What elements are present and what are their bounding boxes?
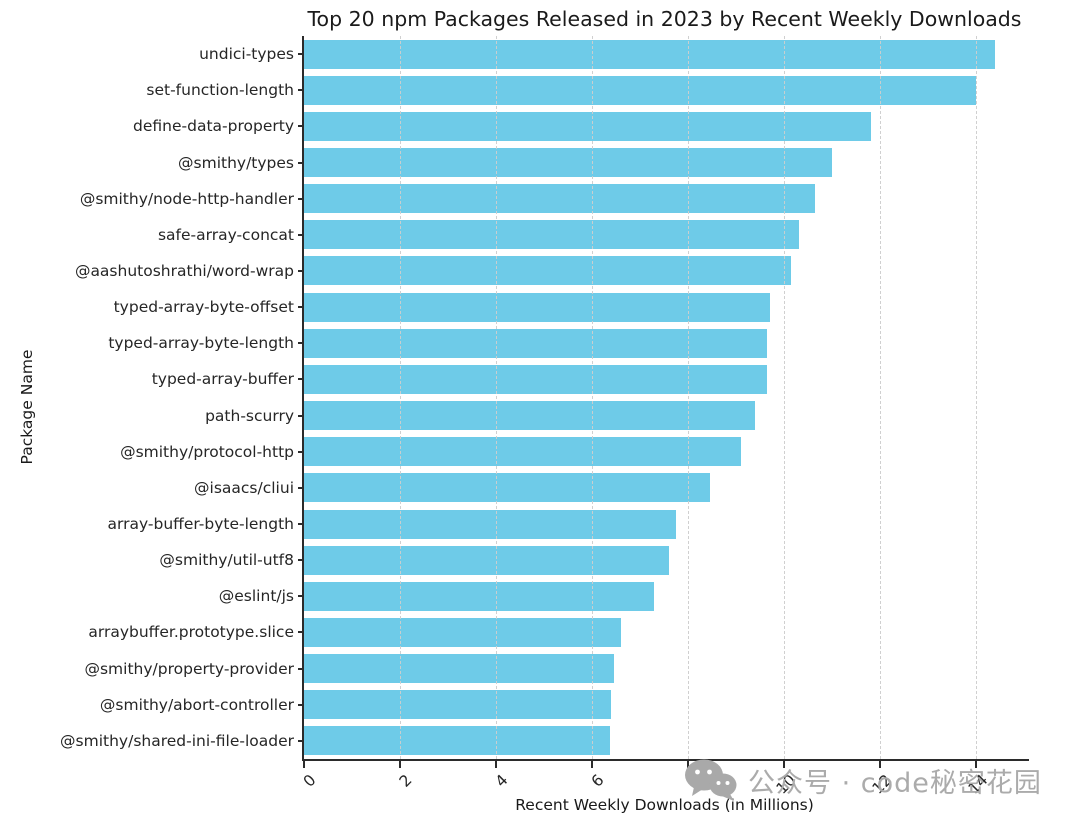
watermark-text: 公众号 · code秘密花园 bbox=[748, 767, 1042, 799]
xtick-label-4: 4 bbox=[492, 771, 512, 791]
xtick-mark-8 bbox=[687, 761, 690, 768]
xtick-mark-12 bbox=[879, 761, 882, 768]
ytick-mark bbox=[298, 125, 304, 128]
xtick-mark-2 bbox=[399, 761, 402, 768]
xtick-label-6: 6 bbox=[588, 771, 608, 791]
bar-undici-types bbox=[304, 39, 996, 69]
ytick-label-@smithy/property-provider: @smithy/property-provider bbox=[84, 659, 294, 678]
xtick-mark-14 bbox=[975, 761, 978, 768]
bar-@smithy/property-provider bbox=[304, 654, 614, 684]
bar-@smithy/types bbox=[304, 148, 833, 178]
ytick-label-@aashutoshrathi/word-wrap: @aashutoshrathi/word-wrap bbox=[74, 261, 294, 280]
xtick-label-2: 2 bbox=[396, 771, 416, 791]
ytick-mark bbox=[298, 450, 304, 453]
ytick-label-array-buffer-byte-length: array-buffer-byte-length bbox=[107, 515, 294, 534]
ytick-mark bbox=[298, 523, 304, 526]
ytick-label-undici-types: undici-types bbox=[199, 45, 294, 64]
ytick-mark bbox=[298, 595, 304, 598]
ytick-mark bbox=[298, 486, 304, 489]
ytick-label-typed-array-buffer: typed-array-buffer bbox=[151, 370, 294, 389]
bar-@aashutoshrathi/word-wrap bbox=[304, 256, 792, 286]
watermark: 公众号 · code秘密花园 bbox=[684, 758, 1042, 802]
xtick-mark-0 bbox=[303, 761, 305, 768]
ytick-label-@smithy/shared-ini-file-loader: @smithy/shared-ini-file-loader bbox=[60, 731, 294, 750]
ytick-mark bbox=[298, 161, 304, 164]
chart-title: Top 20 npm Packages Released in 2023 by … bbox=[307, 7, 1022, 31]
ytick-mark bbox=[298, 89, 304, 92]
y-axis-label: Package Name bbox=[18, 350, 36, 465]
bar-set-function-length bbox=[304, 75, 977, 105]
ytick-mark bbox=[298, 739, 304, 742]
bar-@smithy/shared-ini-file-loader bbox=[304, 726, 611, 756]
ytick-mark bbox=[298, 342, 304, 345]
gridline-x-6 bbox=[592, 36, 594, 759]
bar-typed-array-byte-offset bbox=[304, 292, 770, 322]
ytick-label-typed-array-byte-length: typed-array-byte-length bbox=[108, 334, 294, 353]
ytick-mark bbox=[298, 667, 304, 670]
x-axis-label: Recent Weekly Downloads (in Millions) bbox=[515, 796, 814, 814]
ytick-mark bbox=[298, 269, 304, 272]
ytick-mark bbox=[298, 53, 304, 56]
ytick-label-path-scurry: path-scurry bbox=[205, 406, 294, 425]
gridline-x-10 bbox=[784, 36, 786, 759]
ytick-label-@eslint/js: @eslint/js bbox=[218, 587, 294, 606]
ytick-mark bbox=[298, 233, 304, 236]
plot-area: undici-types set-function-length define-da… bbox=[60, 36, 1029, 798]
gridline-x-8 bbox=[688, 36, 690, 759]
bar-@smithy/util-utf8 bbox=[304, 545, 669, 575]
gridline-x-14 bbox=[976, 36, 978, 759]
bar-typed-array-byte-length bbox=[304, 328, 768, 358]
xtick-mark-6 bbox=[591, 761, 594, 768]
ytick-label-define-data-property: define-data-property bbox=[133, 117, 294, 136]
bar-@smithy/abort-controller bbox=[304, 690, 612, 720]
ytick-label-@smithy/types: @smithy/types bbox=[178, 153, 294, 172]
bar-define-data-property bbox=[304, 111, 871, 141]
ytick-label-safe-array-concat: safe-array-concat bbox=[157, 225, 294, 244]
xtick-label-0: 0 bbox=[300, 771, 320, 791]
gridline-x-2 bbox=[400, 36, 402, 759]
xtick-mark-4 bbox=[495, 761, 498, 768]
bar-@smithy/protocol-http bbox=[304, 437, 741, 467]
ytick-label-@isaacs/cliui: @isaacs/cliui bbox=[194, 478, 294, 497]
ytick-mark bbox=[298, 703, 304, 706]
ytick-label-arraybuffer.prototype.slice: arraybuffer.prototype.slice bbox=[88, 623, 294, 642]
bar-@smithy/node-http-handler bbox=[304, 184, 816, 214]
ytick-mark bbox=[298, 559, 304, 562]
bar-@isaacs/cliui bbox=[304, 473, 710, 503]
ytick-label-@smithy/node-http-handler: @smithy/node-http-handler bbox=[79, 189, 294, 208]
ytick-mark bbox=[298, 306, 304, 309]
y-axis-label-text: Package Name bbox=[18, 349, 36, 465]
ytick-mark bbox=[298, 197, 304, 200]
xtick-mark-10 bbox=[783, 761, 786, 768]
wechat-icon bbox=[685, 759, 737, 801]
ytick-label-@smithy/util-utf8: @smithy/util-utf8 bbox=[159, 551, 294, 570]
ytick-mark bbox=[298, 631, 304, 634]
bar-typed-array-buffer bbox=[304, 364, 768, 394]
gridline-x-12 bbox=[880, 36, 882, 759]
ytick-mark bbox=[298, 378, 304, 381]
ytick-label-typed-array-byte-offset: typed-array-byte-offset bbox=[113, 298, 294, 317]
ytick-label-@smithy/abort-controller: @smithy/abort-controller bbox=[99, 695, 294, 714]
bar-safe-array-concat bbox=[304, 220, 799, 250]
ytick-label-set-function-length: set-function-length bbox=[146, 81, 294, 100]
bar-array-buffer-byte-length bbox=[304, 509, 677, 539]
ytick-label-@smithy/protocol-http: @smithy/protocol-http bbox=[120, 442, 294, 461]
bar-path-scurry bbox=[304, 401, 756, 431]
ytick-mark bbox=[298, 414, 304, 417]
bar-@eslint/js bbox=[304, 581, 655, 611]
bar-arraybuffer.prototype.slice bbox=[304, 617, 621, 647]
gridline-x-4 bbox=[496, 36, 498, 759]
